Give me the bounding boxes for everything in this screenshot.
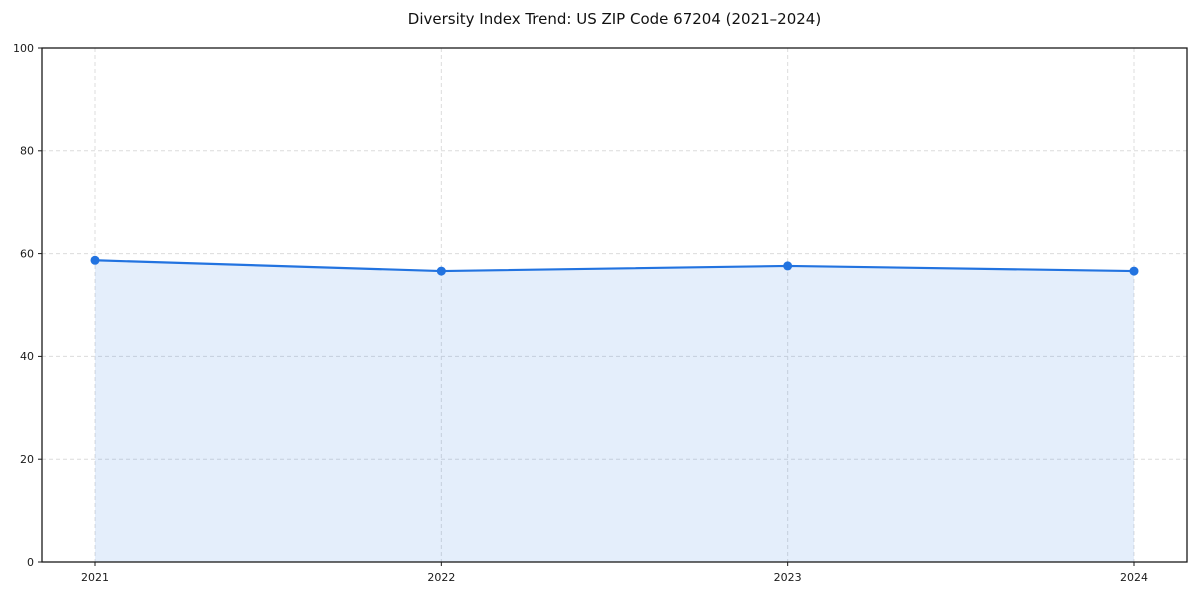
y-tick-label: 20 — [20, 453, 34, 466]
y-tick-label: 40 — [20, 350, 34, 363]
y-tick-label: 80 — [20, 145, 34, 158]
data-point — [783, 261, 793, 271]
plot-border — [41, 47, 1188, 563]
y-tick-label: 100 — [13, 42, 34, 55]
y-tick-label: 0 — [27, 556, 34, 569]
x-tick-label: 2021 — [81, 571, 109, 584]
chart-title: Diversity Index Trend: US ZIP Code 67204… — [407, 10, 822, 28]
x-tick-label: 2022 — [427, 571, 455, 584]
area-fill — [95, 260, 1134, 562]
y-tick-label: 60 — [20, 247, 34, 260]
x-tick-label: 2023 — [774, 571, 802, 584]
data-point — [436, 266, 446, 276]
x-tick-label: 2024 — [1120, 571, 1148, 584]
trend-line — [93, 259, 1136, 273]
data-point — [90, 255, 100, 265]
data-point — [1129, 266, 1139, 276]
